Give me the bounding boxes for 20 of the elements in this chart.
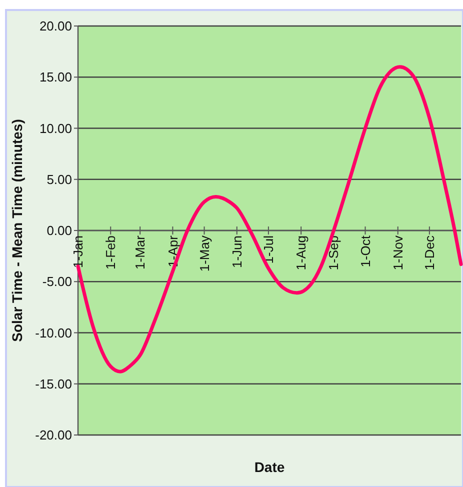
x-tick-label: 1-Dec [422, 235, 437, 270]
y-tick-label: -5.00 [42, 274, 72, 290]
y-tick-label: -10.00 [35, 325, 72, 340]
y-axis-title: Solar Time - Mean Time (minutes) [9, 119, 25, 342]
x-tick-label: 1-Oct [358, 235, 373, 268]
y-tick-label: 10.00 [39, 120, 72, 136]
x-tick-label: 1-Feb [103, 236, 118, 270]
y-tick-label: 20.00 [39, 18, 72, 34]
y-tick-label: 5.00 [46, 172, 72, 187]
x-axis-title: Date [254, 459, 285, 475]
x-tick-label: 1-Jun [229, 236, 244, 268]
y-tick-label: 0.00 [46, 223, 72, 238]
x-tick-label: 1-May [196, 235, 212, 272]
x-tick-label: 1-Aug [294, 236, 309, 270]
y-tick-label: -15.00 [35, 376, 72, 392]
y-tick-label: 15.00 [39, 70, 72, 85]
x-tick-label: 1-Mar [132, 234, 148, 270]
x-tick-label: 1-Nov [390, 235, 406, 270]
x-tick-label: 1-Jan [70, 236, 86, 268]
y-tick-label: -20.00 [35, 428, 72, 443]
